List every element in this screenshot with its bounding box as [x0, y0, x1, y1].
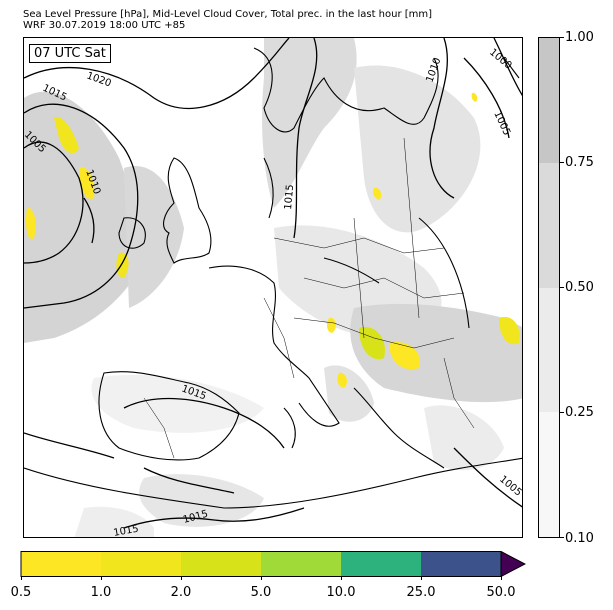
precip-band [181, 551, 261, 577]
isobar-label: 1015 [283, 184, 296, 210]
cloud-tick-label: 0.10 [565, 531, 594, 546]
cloud-tick-label: 0.25 [565, 405, 594, 420]
cloud-cover-colorbar [538, 37, 560, 538]
precipitation-colorbar [20, 551, 526, 577]
cloud-band-3 [539, 412, 559, 537]
precip-tick-mark [261, 576, 262, 580]
precip-tick-mark [501, 576, 502, 580]
cloud-tick-label: 0.50 [565, 280, 594, 295]
precip-tick-mark [21, 576, 22, 580]
cloud-tick-mark [560, 537, 564, 538]
precip-tick-label: 50.0 [486, 585, 516, 600]
map-title: Sea Level Pressure [hPa], Mid-Level Clou… [23, 9, 433, 20]
forecast-time-label: 07 UTC Sat [29, 44, 111, 63]
precip-band [21, 551, 101, 577]
isobar-label: 1005 [497, 474, 523, 499]
precip-tick-mark [181, 576, 182, 580]
isobar-layer [24, 38, 522, 529]
weather-map: 1020 1015 1005 1010 1015 1010 1000 1005 … [23, 37, 523, 538]
cloud-cover-layer [24, 38, 522, 537]
cloud-tick-label: 1.00 [565, 30, 594, 45]
cloud-tick-label: 0.75 [565, 155, 594, 170]
cloud-band-0 [539, 38, 559, 163]
precip-band [101, 551, 181, 577]
cloud-band-2 [539, 287, 559, 413]
precip-band [421, 551, 501, 577]
precip-tick-label: 10.0 [326, 585, 356, 600]
precip-tick-label: 0.5 [10, 585, 32, 600]
precip-band [341, 551, 421, 577]
map-subtitle: WRF 30.07.2019 18:00 UTC +85 [23, 20, 186, 31]
coastline-layer [24, 47, 522, 509]
cloud-tick-mark [560, 162, 564, 163]
precip-band [261, 551, 341, 577]
cloud-tick-mark [560, 37, 564, 38]
precip-tick-mark [101, 576, 102, 580]
precip-tick-label: 25.0 [406, 585, 436, 600]
precipitation-extend-arrow [500, 551, 526, 577]
isobar-label: 1015 [113, 524, 140, 538]
country-borders-layer [143, 137, 475, 459]
cloud-band-1 [539, 162, 559, 288]
precipitation-layer [25, 92, 520, 388]
cloud-tick-mark [560, 287, 564, 288]
precip-tick-label: 2.0 [170, 585, 192, 600]
precip-tick-mark [341, 576, 342, 580]
isobar-label: 1010 [424, 56, 443, 84]
precip-tick-label: 1.0 [90, 585, 112, 600]
cloud-tick-mark [560, 412, 564, 413]
isobar-label: 1005 [491, 110, 512, 138]
precip-tick-label: 5.0 [250, 585, 272, 600]
precip-tick-mark [421, 576, 422, 580]
